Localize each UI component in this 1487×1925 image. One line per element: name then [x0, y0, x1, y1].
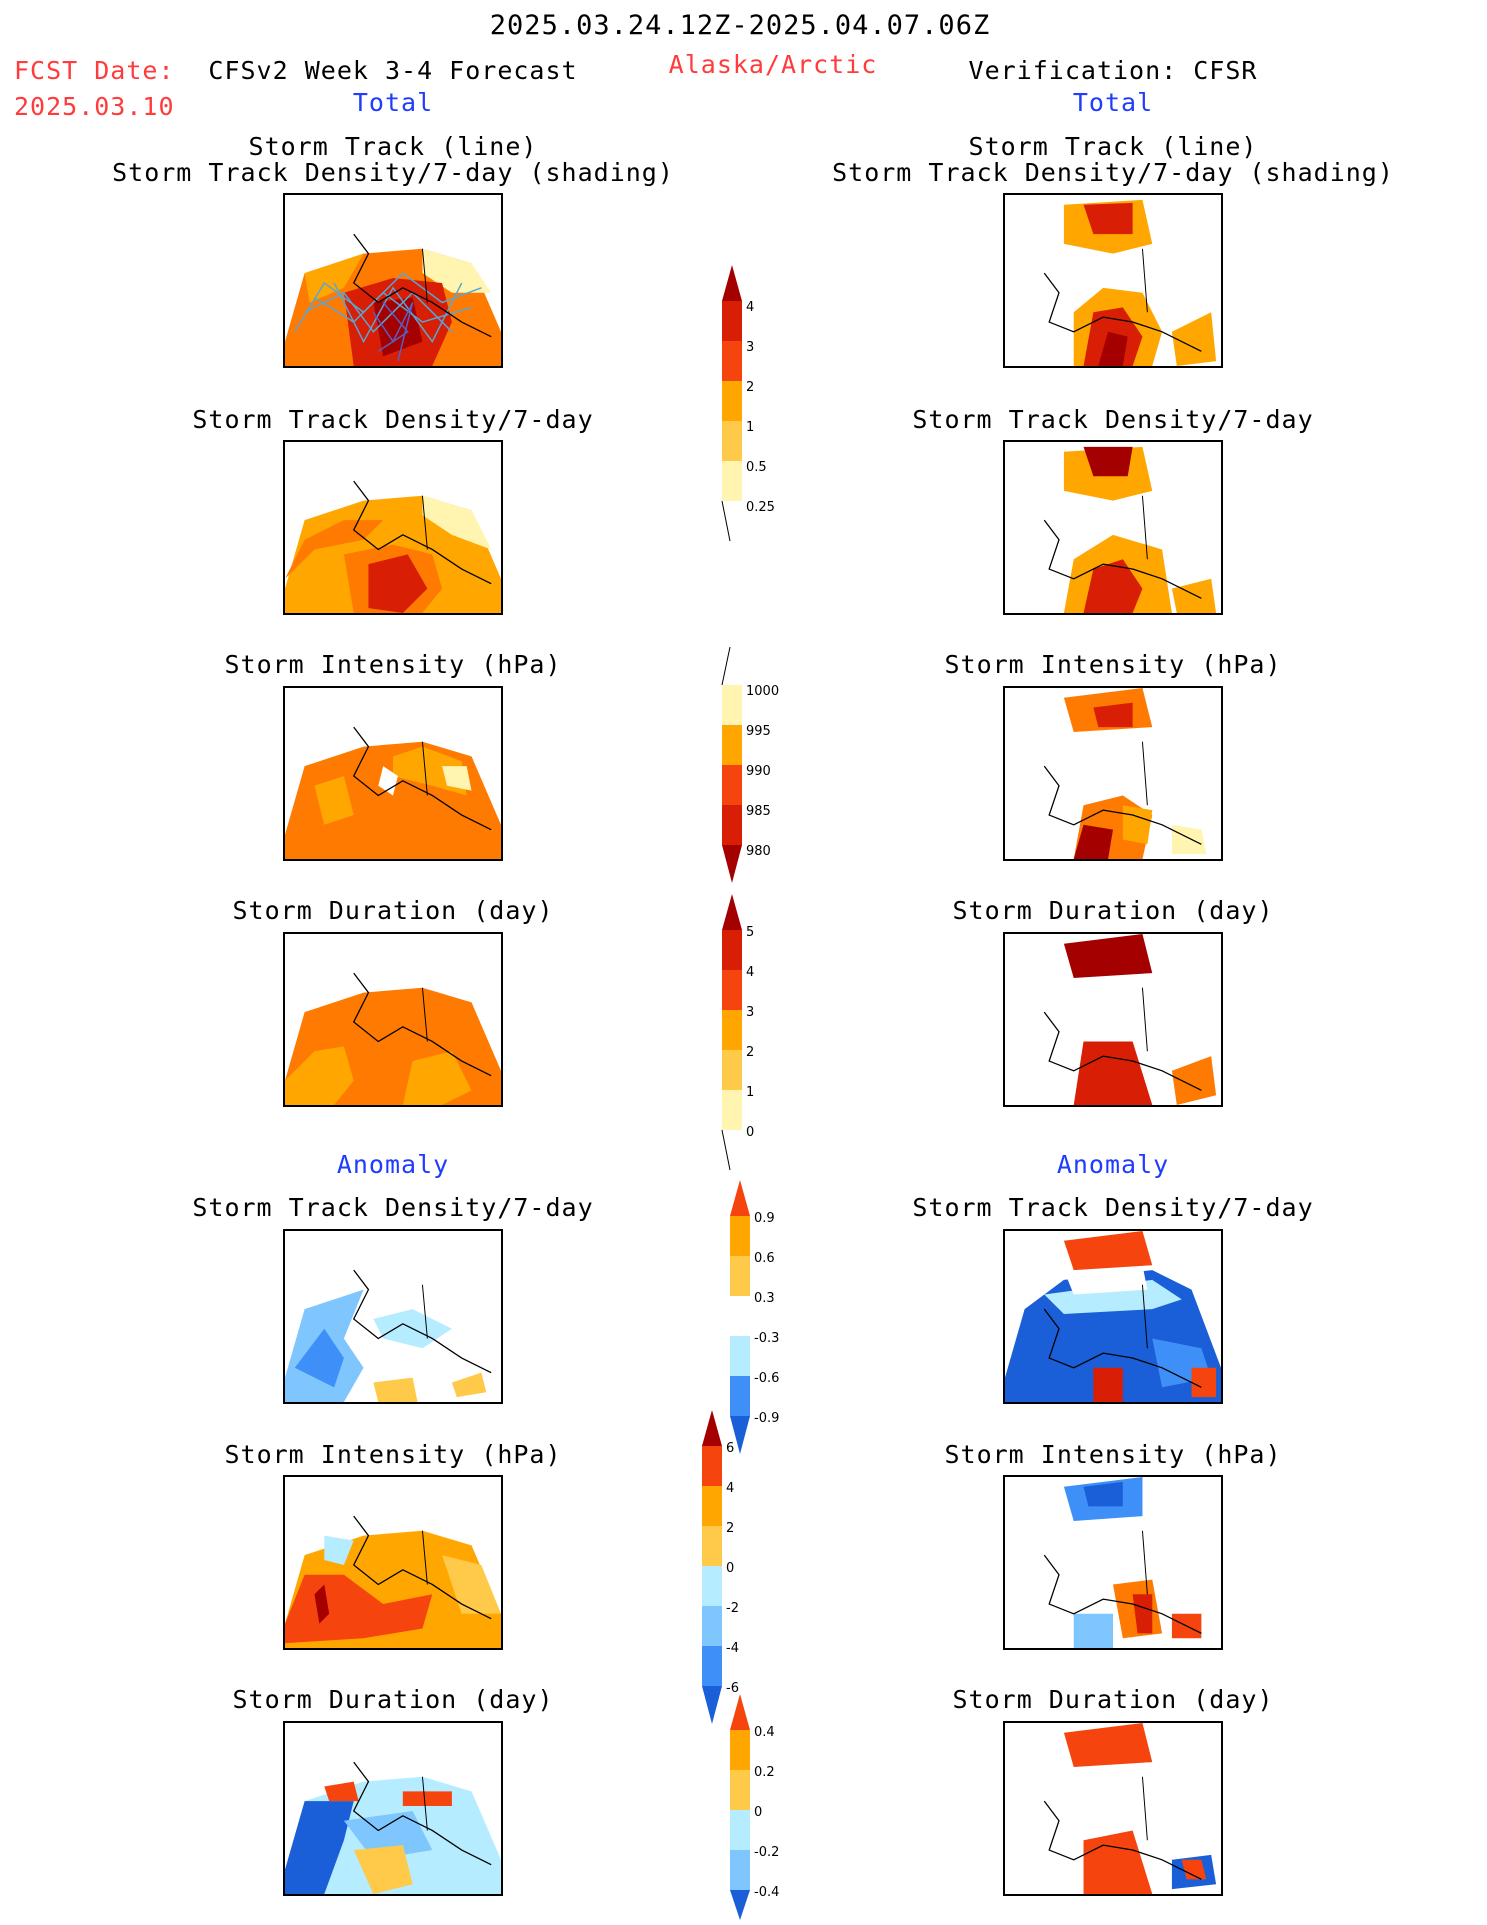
colorbar-label: 2 [746, 380, 754, 395]
panel-title: Storm Intensity (hPa) [224, 1440, 562, 1469]
colorbar-label: 990 [746, 764, 771, 779]
colorbar-label: -0.4 [754, 1885, 779, 1900]
map-verif-density-anomaly [1003, 1229, 1223, 1404]
map-forecast-density [283, 440, 503, 615]
panel-title: Storm Track Density/7-day (shading) [112, 158, 674, 187]
map-forecast-duration [283, 932, 503, 1107]
colorbar-label: 1 [746, 420, 754, 435]
region-title: Alaska/Arctic [668, 50, 878, 79]
colorbar-density-anomaly: 0.9 0.6 0.3 -0.3 -0.6 -0.9 [728, 1178, 808, 1458]
panel-title: Storm Duration (day) [232, 896, 554, 925]
verification-title: Verification: CFSR [968, 56, 1258, 85]
map-verif-intensity [1003, 686, 1223, 861]
colorbar-label: 0 [726, 1561, 734, 1576]
panel-title: Storm Intensity (hPa) [944, 1440, 1282, 1469]
map-forecast-duration-anomaly [283, 1721, 503, 1896]
map-verif-duration [1003, 932, 1223, 1107]
colorbar-label: 1 [746, 1085, 754, 1100]
colorbar-label: 2 [726, 1521, 734, 1536]
colorbar-label: 0 [746, 1125, 754, 1140]
colorbar-label: 4 [726, 1481, 734, 1496]
map-verif-intensity-anomaly [1003, 1475, 1223, 1650]
colorbar-label: 980 [746, 844, 771, 859]
colorbar-label: 985 [746, 804, 771, 819]
colorbar-label: 4 [746, 965, 754, 980]
colorbar-label: 4 [746, 300, 754, 315]
total-label-right: Total [1072, 88, 1154, 117]
colorbar-intensity-total: 1000 995 990 985 980 [720, 645, 800, 885]
panel-title: Storm Track (line) [248, 132, 538, 161]
colorbar-label: 0.4 [754, 1725, 775, 1740]
colorbar-label: 0.3 [754, 1291, 775, 1306]
map-verif-duration-anomaly [1003, 1721, 1223, 1896]
panel-title: Storm Intensity (hPa) [944, 650, 1282, 679]
anomaly-label-left: Anomaly [336, 1150, 450, 1179]
panel-title: Storm Track (line) [968, 132, 1258, 161]
colorbar-duration-total: 5 4 3 2 1 0 [720, 892, 800, 1172]
colorbar-label: 0 [754, 1805, 762, 1820]
panel-title: Storm Intensity (hPa) [224, 650, 562, 679]
map-verif-track [1003, 193, 1223, 368]
panel-title: Storm Track Density/7-day [192, 1193, 594, 1222]
colorbar-duration-anomaly: 0.4 0.2 0 -0.2 -0.4 [728, 1692, 808, 1922]
colorbar-label: 0.2 [754, 1765, 775, 1780]
panel-title: Storm Duration (day) [952, 1685, 1274, 1714]
colorbar-label: -0.2 [754, 1845, 779, 1860]
map-forecast-intensity [283, 686, 503, 861]
fcst-date-label: FCST Date: [14, 56, 175, 85]
colorbar-label: 0.6 [754, 1251, 775, 1266]
total-label-left: Total [352, 88, 434, 117]
colorbar-intensity-anomaly: 6 4 2 0 -2 -4 -6 [700, 1408, 780, 1728]
colorbar-label: 3 [746, 340, 754, 355]
fcst-date-value: 2025.03.10 [14, 92, 175, 121]
map-forecast-intensity-anomaly [283, 1475, 503, 1650]
colorbar-label: 3 [746, 1005, 754, 1020]
panel-title: Storm Duration (day) [232, 1685, 554, 1714]
panel-title: Storm Track Density/7-day (shading) [832, 158, 1394, 187]
colorbar-label: 995 [746, 724, 771, 739]
colorbar-label: -2 [726, 1601, 739, 1616]
colorbar-label: 0.25 [746, 500, 775, 515]
colorbar-label: 1000 [746, 684, 779, 699]
colorbar-label: -0.3 [754, 1331, 779, 1346]
colorbar-label: -0.9 [754, 1411, 779, 1426]
colorbar-density-total: 4 3 2 1 0.5 0.25 [720, 263, 800, 543]
colorbar-label: 0.5 [746, 460, 767, 475]
colorbar-label: -0.6 [754, 1371, 779, 1386]
colorbar-label: 6 [726, 1441, 734, 1456]
panel-title: Storm Track Density/7-day [912, 405, 1314, 434]
panel-title: Storm Track Density/7-day [912, 1193, 1314, 1222]
anomaly-label-right: Anomaly [1056, 1150, 1170, 1179]
panel-title: Storm Track Density/7-day [192, 405, 594, 434]
map-forecast-track [283, 193, 503, 368]
period-title: 2025.03.24.12Z-2025.04.07.06Z [489, 10, 991, 41]
map-forecast-density-anomaly [283, 1229, 503, 1404]
colorbar-label: 5 [746, 925, 754, 940]
forecast-title: CFSv2 Week 3-4 Forecast [208, 56, 578, 85]
colorbar-label: -4 [726, 1641, 739, 1656]
map-verif-density [1003, 440, 1223, 615]
colorbar-label: 0.9 [754, 1211, 775, 1226]
panel-title: Storm Duration (day) [952, 896, 1274, 925]
colorbar-label: 2 [746, 1045, 754, 1060]
colorbar-label: -6 [726, 1681, 739, 1696]
